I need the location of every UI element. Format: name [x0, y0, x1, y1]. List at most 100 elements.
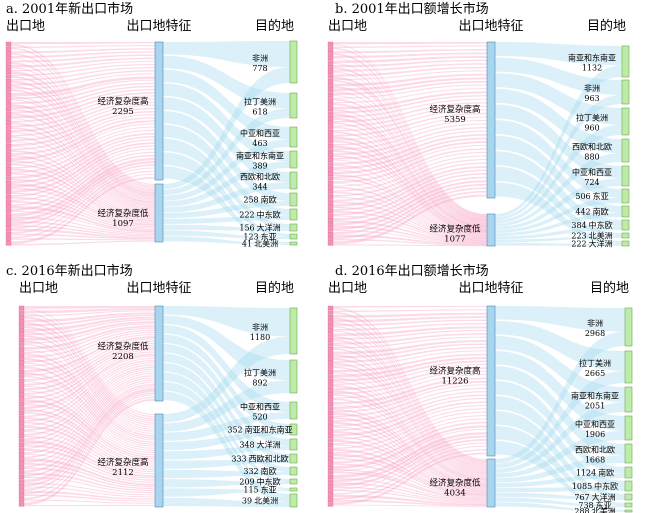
source-node [327, 420, 334, 425]
flow-band [11, 107, 155, 142]
destination-node-value: 2665 [585, 369, 605, 378]
flow-band [24, 372, 155, 445]
source-node [327, 424, 334, 429]
feature-node [154, 305, 164, 402]
flow-band [333, 398, 487, 482]
source-node [327, 125, 334, 130]
flow-band [24, 388, 155, 483]
flow-band [163, 363, 290, 472]
destination-node-name: 南欧 [261, 195, 277, 205]
source-node [5, 83, 12, 88]
destination-node-name: 西欧和北欧 [575, 445, 615, 455]
flow-band [24, 486, 155, 498]
flow-band [495, 57, 622, 95]
flow-band [333, 381, 487, 409]
flow-band [24, 334, 155, 367]
flow-band [333, 210, 487, 242]
flow-band [333, 140, 487, 231]
source-node [18, 351, 25, 356]
flow-band [333, 366, 487, 475]
source-node [5, 55, 12, 61]
flow-band [11, 101, 155, 132]
flow-band [163, 69, 290, 140]
destination-node [289, 223, 298, 232]
destination-node-value: 1085 [572, 482, 592, 491]
flow-band [333, 62, 487, 218]
source-node [18, 337, 25, 343]
destination-node-value: 344 [252, 183, 267, 192]
flow-band [495, 124, 622, 224]
flow-band [24, 326, 155, 424]
source-node [5, 171, 12, 177]
source-node [327, 129, 334, 135]
source-node [18, 401, 25, 407]
flow-band [333, 126, 487, 229]
destination-node [289, 208, 298, 221]
flow-band [11, 192, 155, 228]
source-node [327, 171, 334, 177]
flow-band [11, 122, 155, 208]
flow-band [333, 71, 487, 220]
flow-band [333, 91, 487, 223]
flow-band [163, 344, 290, 446]
destination-node-label: 115 东亚 [243, 485, 276, 495]
source-node [5, 139, 12, 144]
destination-node [289, 92, 298, 119]
flow-band [11, 79, 155, 100]
flow-band [333, 47, 487, 216]
flow-band [24, 343, 155, 432]
flow-band [333, 225, 487, 244]
flow-band [24, 316, 155, 332]
flow-band [24, 336, 155, 373]
source-node [327, 180, 334, 186]
destination-node [624, 386, 633, 413]
source-node [18, 369, 25, 375]
destination-node-name: 北美洲 [589, 231, 613, 241]
destination-node-value: 960 [584, 124, 599, 133]
destination-node-value: 115 [243, 486, 258, 495]
flow-band [495, 94, 622, 221]
destination-node-value: 352 [227, 426, 242, 435]
destination-node [621, 219, 630, 231]
flow-band [163, 391, 290, 503]
flow-band [333, 322, 487, 464]
flow-band [11, 80, 155, 196]
destination-node-label: 123 东亚 [243, 232, 276, 242]
flow-band [333, 117, 487, 227]
source-node [18, 452, 25, 457]
destination-node [289, 487, 298, 492]
flow-band [333, 469, 487, 499]
source-node [327, 465, 334, 471]
destination-node-value: 892 [252, 379, 267, 388]
flow-band [11, 187, 155, 226]
flow-band [333, 112, 487, 137]
destination-node-name: 非洲 [252, 53, 268, 63]
flow-band [333, 148, 487, 183]
flow-band [495, 331, 625, 464]
destination-node-name: 拉丁美洲 [244, 368, 276, 378]
flow-band [333, 346, 487, 363]
destination-node-label: 442 南欧 [575, 207, 608, 217]
flow-band [163, 201, 290, 219]
flow-band [11, 168, 155, 221]
flow-band [333, 377, 487, 477]
destination-node-name: 非洲 [252, 322, 268, 332]
destination-node-name: 南欧 [593, 207, 609, 217]
source-node [327, 328, 334, 333]
destination-node [289, 493, 298, 508]
flow-band [333, 381, 487, 478]
destination-node [624, 350, 633, 384]
flow-band [333, 136, 487, 231]
column-header-source: 出口地 [6, 19, 45, 34]
flow-band [333, 149, 487, 232]
flow-band [333, 45, 487, 48]
flows [11, 41, 290, 246]
flow-band [11, 158, 155, 217]
source-node [18, 333, 25, 338]
flow-band [495, 411, 625, 498]
flow-band [24, 399, 155, 458]
flow-band [11, 161, 155, 222]
flow-band [333, 123, 487, 150]
